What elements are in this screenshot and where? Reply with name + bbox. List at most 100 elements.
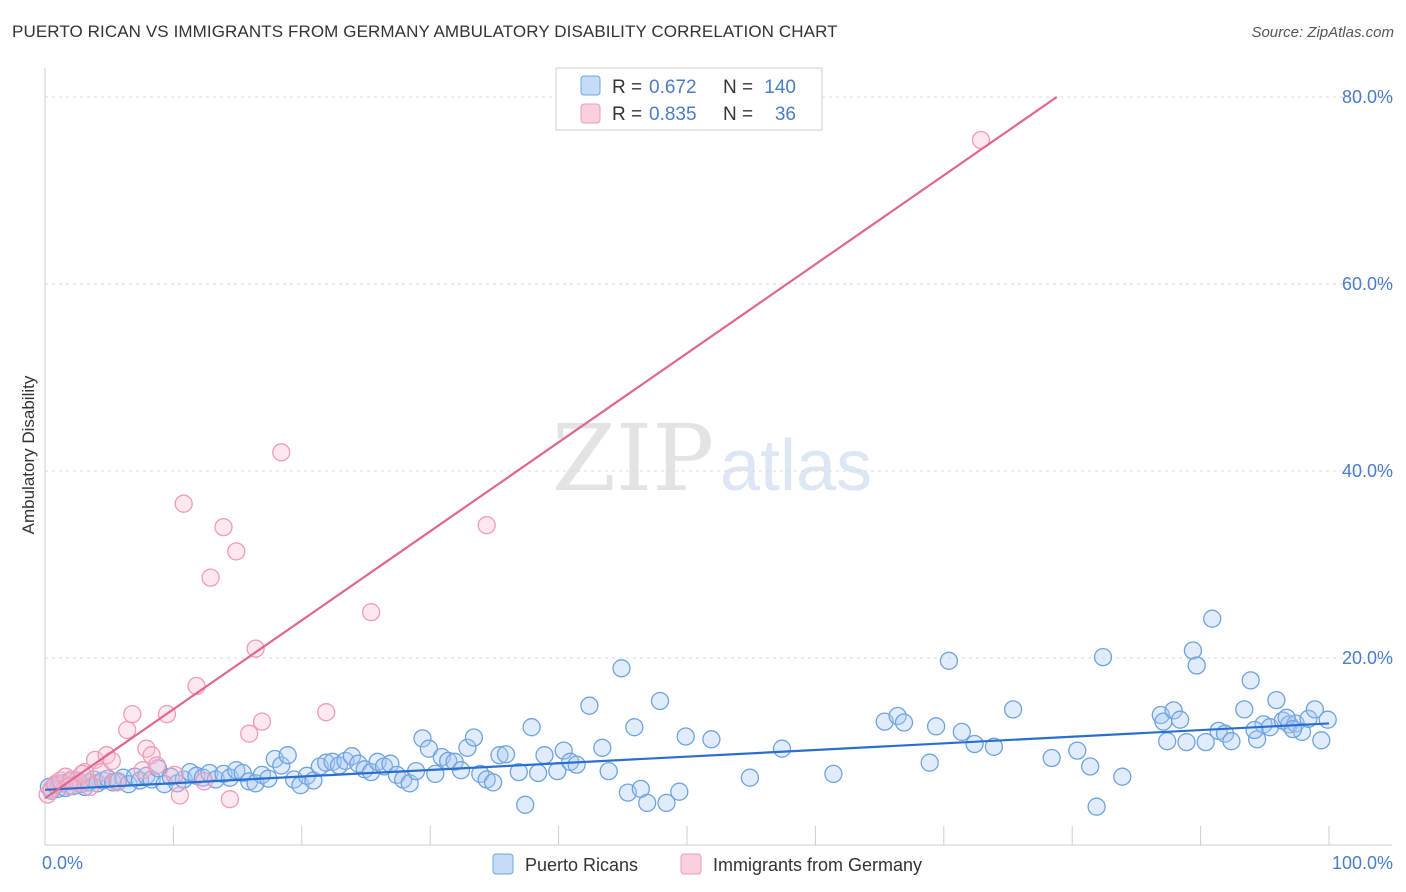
legend-r-value-2: 0.835 [649, 104, 697, 125]
data-point-blue-124 [1170, 710, 1190, 729]
data-point-blue-109 [939, 651, 959, 670]
data-point-blue-85 [554, 741, 573, 760]
data-point-blue-122 [1158, 732, 1177, 751]
data-point-blue-110 [952, 722, 971, 742]
data-point-blue-108 [926, 717, 946, 736]
x-tick-label-0: 0.0% [42, 853, 83, 873]
source-credit: Source: ZipAtlas.com [1251, 24, 1394, 41]
data-point-blue-134 [1241, 671, 1260, 690]
data-point-blue-99 [676, 727, 695, 746]
y-tick-labels: 20.0% 40.0% 60.0% 80.0% [1342, 87, 1393, 668]
data-point-blue-90 [599, 761, 618, 781]
data-point-blue-78 [496, 745, 516, 764]
data-point-blue-113 [1003, 700, 1023, 719]
data-point-pink-31 [246, 639, 265, 658]
data-point-pink-21 [165, 765, 184, 785]
data-point-blue-146 [1318, 710, 1337, 729]
y-tick-label-20: 20.0% [1342, 648, 1393, 668]
legend-n-label-2: N = [723, 104, 753, 125]
legend-r-label-2: R = [612, 104, 642, 125]
data-point-pink-32 [252, 712, 272, 731]
data-point-blue-116 [1081, 757, 1100, 776]
data-point-blue-76 [483, 773, 503, 792]
data-point-blue-87 [567, 755, 586, 774]
data-point-blue-81 [522, 718, 541, 737]
legend-n-value-1: 140 [764, 77, 796, 98]
trend-line-blue [44, 722, 1330, 791]
data-point-blue-95 [638, 793, 657, 813]
data-point-blue-123 [1164, 701, 1183, 720]
data-point-blue-43 [272, 756, 291, 775]
bottom-legend-swatch-pink [680, 853, 702, 875]
data-point-blue-112 [984, 737, 1004, 756]
data-point-blue-98 [670, 782, 689, 801]
bottom-legend-label-1: Puerto Ricans [525, 855, 638, 875]
legend-n-label-1: N = [723, 77, 753, 98]
data-point-blue-65 [413, 729, 432, 748]
data-point-blue-80 [516, 795, 535, 814]
data-point-pink-23 [174, 494, 193, 513]
data-point-blue-91 [612, 659, 631, 678]
data-point-blue-73 [464, 728, 484, 747]
x-tick-labels: 0.0% 100.0% [42, 853, 1393, 873]
data-point-blue-148 [1245, 720, 1264, 740]
data-point-pink-13 [107, 773, 127, 792]
legend-swatch-pink [580, 103, 601, 124]
legend-n-value-2: 36 [775, 104, 796, 125]
data-point-blue-127 [1187, 656, 1206, 675]
data-point-pink-36 [477, 516, 496, 535]
data-point-pink-28 [220, 790, 240, 809]
y-axis-label: Ambulatory Disability [19, 375, 38, 534]
data-point-pink-33 [272, 443, 291, 462]
x-tick-label-100: 100.0% [1332, 853, 1393, 873]
axes [44, 68, 1392, 846]
data-point-pink-30 [240, 724, 259, 743]
chart-title: PUERTO RICAN VS IMMIGRANTS FROM GERMANY … [12, 22, 838, 41]
data-point-pink-27 [214, 517, 233, 537]
data-point-pink-29 [227, 542, 246, 561]
trend-line-pink [44, 96, 1058, 800]
grid-lines [45, 96, 1392, 659]
data-point-blue-96 [650, 691, 670, 711]
trend-lines [44, 96, 1330, 800]
data-point-blue-145 [1312, 731, 1331, 750]
bottom-legend-label-2: Immigrants from Germany [713, 855, 922, 875]
legend-swatch-blue [580, 75, 601, 96]
data-point-blue-132 [1222, 732, 1241, 751]
data-point-blue-133 [1235, 700, 1254, 719]
data-point-blue-103 [824, 764, 843, 784]
legend-r-value-1: 0.672 [649, 77, 697, 98]
data-point-blue-72 [458, 738, 477, 757]
data-point-blue-101 [740, 768, 760, 787]
data-point-blue-97 [657, 793, 676, 813]
data-point-blue-143 [1299, 709, 1318, 728]
y-tick-label-80: 80.0% [1342, 87, 1393, 107]
data-point-blue-100 [702, 730, 721, 749]
data-point-blue-125 [1177, 732, 1196, 752]
data-point-pink-19 [147, 756, 166, 775]
data-point-pink-18 [142, 746, 161, 765]
data-point-pink-35 [361, 603, 381, 622]
y-tick-label-40: 40.0% [1342, 461, 1393, 481]
data-point-blue-126 [1183, 641, 1203, 660]
data-point-blue-128 [1196, 732, 1215, 752]
bottom-legend: Puerto Ricans Immigrants from Germany [492, 853, 922, 875]
data-point-blue-54 [342, 747, 362, 766]
data-point-blue-117 [1087, 797, 1106, 816]
data-point-blue-44 [278, 746, 297, 765]
y-tick-label-60: 60.0% [1342, 274, 1393, 294]
data-point-blue-88 [580, 696, 599, 715]
data-point-blue-77 [490, 746, 509, 765]
data-point-blue-106 [894, 713, 914, 732]
data-point-blue-149 [1283, 719, 1303, 739]
data-point-pink-16 [133, 761, 152, 780]
data-point-blue-89 [593, 738, 612, 757]
data-point-blue-114 [1042, 748, 1061, 768]
data-point-pink-15 [123, 704, 142, 724]
data-point-blue-111 [965, 734, 984, 754]
series-puerto-ricans [39, 609, 1337, 816]
data-point-pink-22 [170, 786, 189, 805]
data-point-blue-107 [920, 753, 939, 772]
data-point-blue-144 [1305, 700, 1325, 719]
data-point-pink-10 [92, 762, 111, 782]
